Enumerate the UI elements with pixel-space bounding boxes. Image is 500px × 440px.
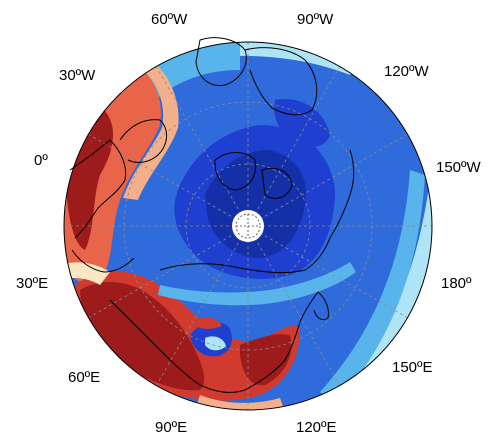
longitude-labels: 60ºW 90ºW 120ºW 30ºW 0º 150ºW 30ºE 180º … [16,11,482,436]
coast-scandinavia [119,119,167,163]
peach-ring-asia [195,395,285,410]
coastlines [69,37,355,393]
lon-label-180: 180º [441,275,472,292]
peach-edge-west [123,55,179,200]
pole-marker [232,210,264,242]
coast-east-asia [244,291,319,391]
sky-band-siberia [158,262,356,306]
coast-arctic-islands-2 [261,167,293,199]
coast-asia-south [109,299,246,393]
coast-siberia [159,237,331,274]
coast-arctic-islands [214,152,257,191]
lon-label-0: 0º [34,152,48,169]
map-disk [64,42,432,410]
lon-label-60w: 60ºW [151,11,188,28]
lon-label-120w: 120ºW [384,63,430,80]
lon-label-60e: 60ºE [68,369,100,386]
pole-ticks [235,213,261,239]
lon-label-150e: 150ºE [392,359,433,376]
coast-europe [69,139,127,239]
graticule-meridian-120 [155,65,341,387]
coast-alaska [329,149,355,239]
map-boundary [63,41,433,411]
lon-label-150w: 150ºW [436,159,482,176]
dark-red-east-asia [240,334,292,386]
polar-navy-core [205,150,306,258]
lon-label-30e: 30ºE [16,275,48,292]
north-america-dark-patch [274,99,330,147]
lon-label-90e: 90ºE [155,419,187,436]
coast-mediterranean [71,249,135,273]
graticule-meridian-60 [155,65,341,387]
graticule [64,42,432,410]
coast-greenland [195,37,247,87]
cream-ring-asia [64,262,110,285]
graticule-meridian-30 [87,133,409,319]
tibet-red-pocket [195,317,222,329]
lon-label-120e: 120ºE [296,419,337,436]
lon-label-90w: 90ºW [297,11,334,28]
sky-band-east [320,170,425,404]
coast-japan [313,291,329,321]
coast-canada [244,47,318,116]
lon-label-30w: 30ºW [59,67,96,84]
graticule-meridian-150 [87,133,409,319]
